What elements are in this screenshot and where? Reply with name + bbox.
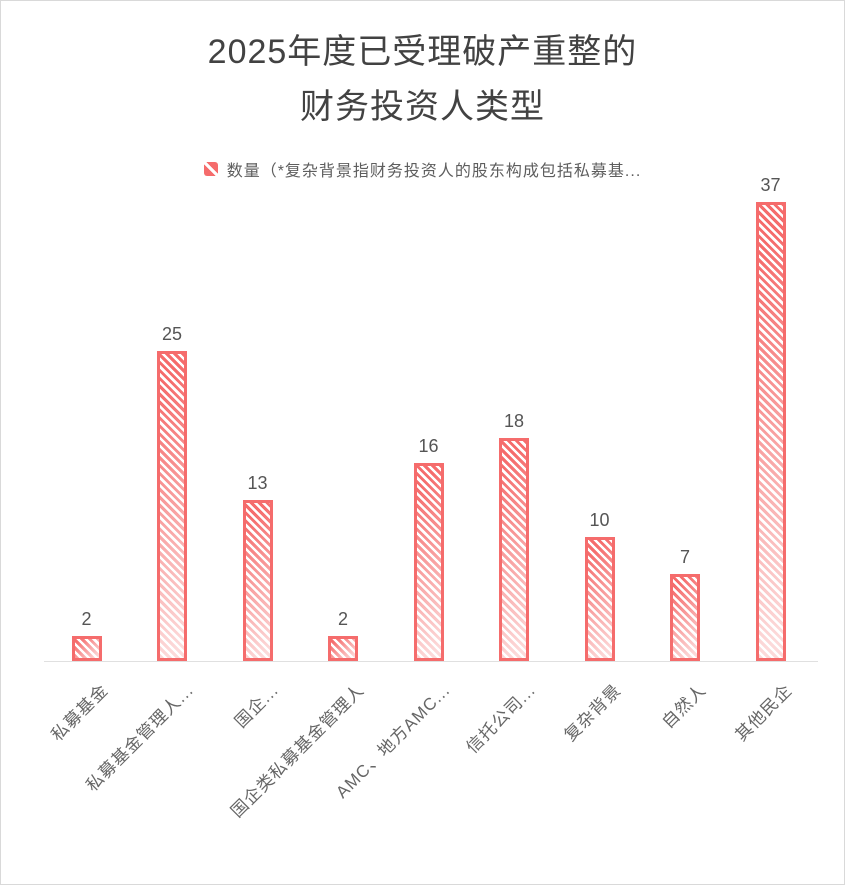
x-axis-label: 国企... xyxy=(231,680,283,732)
bar[interactable] xyxy=(328,636,358,661)
bar-value-label: 16 xyxy=(418,436,439,456)
legend-hatched-square-icon xyxy=(203,162,218,176)
bar-value-label: 25 xyxy=(161,324,183,344)
chart-title-line1: 2025年度已受理破产重整的 xyxy=(207,33,638,71)
bar[interactable] xyxy=(755,202,786,661)
bar-value-label: 18 xyxy=(503,411,525,431)
x-axis-label: 复杂背景 xyxy=(560,680,625,745)
chart-title: 2025年度已受理破产重整的 财务投资人类型 xyxy=(1,25,844,135)
legend[interactable]: 数量（*复杂背景指财务投资人的股东构成包括私募基... xyxy=(1,157,844,181)
chart-title-line2: 财务投资人类型 xyxy=(300,88,545,126)
bar[interactable] xyxy=(499,438,529,661)
bar[interactable] xyxy=(242,500,273,661)
bar[interactable] xyxy=(71,636,102,661)
bar[interactable] xyxy=(584,537,615,661)
bar-value-label: 37 xyxy=(760,175,781,195)
bar[interactable] xyxy=(670,574,700,661)
x-axis-label: 自然人 xyxy=(658,680,710,733)
bar-value-label: 7 xyxy=(679,547,690,567)
bar[interactable] xyxy=(157,351,187,661)
x-axis-line xyxy=(44,661,818,662)
bar-value-label: 2 xyxy=(81,609,92,629)
x-axis-label: 其他民企 xyxy=(731,680,796,745)
bar-value-label: 2 xyxy=(337,609,348,629)
x-axis-label: 信托公司... xyxy=(462,680,539,758)
bar-value-label: 13 xyxy=(247,473,268,493)
x-axis-label: 私募基金 xyxy=(47,680,112,745)
legend-label: 数量（*复杂背景指财务投资人的股东构成包括私募基... xyxy=(226,163,642,180)
bar[interactable] xyxy=(413,463,444,661)
bar-value-label: 10 xyxy=(589,510,610,530)
